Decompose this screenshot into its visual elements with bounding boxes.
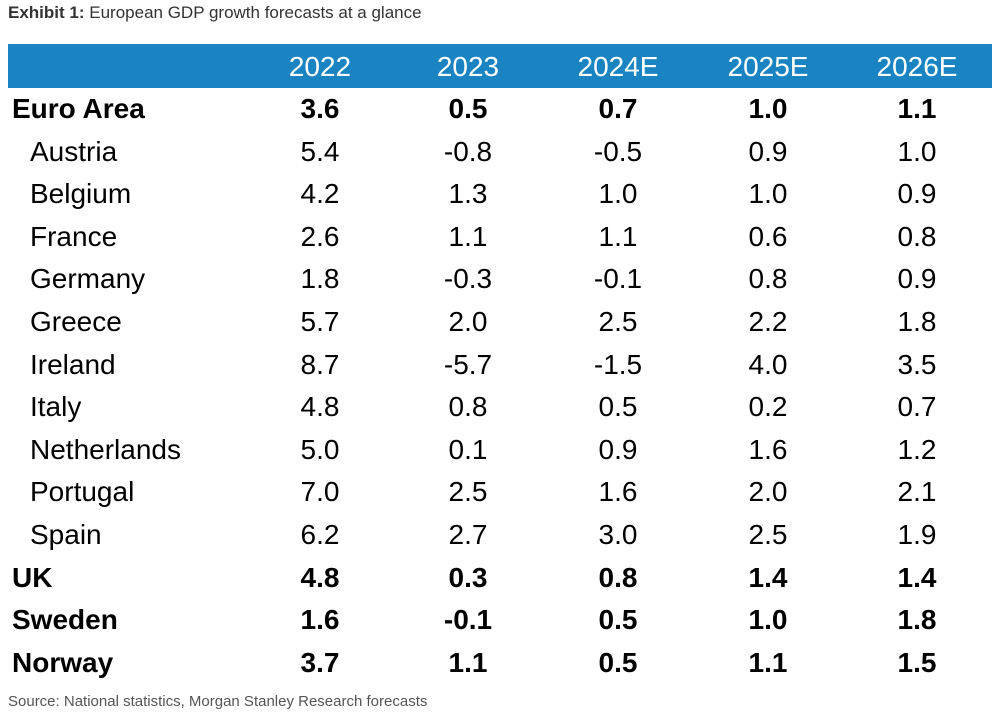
row-label-greece: Greece [30, 306, 122, 337]
row-label-norway: Norway [12, 646, 114, 678]
cell-euro-area-2026e: 1.1 [897, 93, 937, 124]
cell-germany-2025e: 0.8 [748, 263, 788, 295]
cell-uk-2022: 4.8 [300, 561, 340, 593]
column-header-2025e: 2025E [727, 51, 809, 82]
cell-portugal-2023: 2.5 [448, 476, 488, 508]
cell-ireland-2023: -5.7 [443, 348, 493, 380]
cell-austria-2025e: 0.9 [748, 135, 788, 167]
cell-sweden-2024e: 0.5 [598, 604, 638, 636]
cell-germany-2022: 1.8 [300, 263, 340, 295]
cell-spain-2022: 6.2 [300, 519, 340, 550]
cell-italy-2026e: 0.7 [897, 391, 937, 423]
cell-italy-2023: 0.8 [448, 391, 488, 423]
cell-ireland-2022: 8.7 [300, 348, 340, 380]
cell-ireland-2025e: 4.0 [748, 348, 788, 380]
cell-germany-2026e: 0.9 [897, 263, 937, 295]
cell-france-2026e: 0.8 [897, 220, 937, 252]
cell-greece-2023: 2.0 [448, 306, 488, 337]
cell-norway-2023: 1.1 [448, 646, 488, 678]
cell-uk-2023: 0.3 [448, 561, 488, 593]
row-label-spain: Spain [30, 519, 102, 550]
cell-austria-2022: 5.4 [300, 135, 340, 167]
table-header-bar [8, 44, 992, 88]
cell-uk-2026e: 1.4 [897, 561, 937, 593]
cell-france-2024e: 1.1 [598, 220, 638, 252]
column-header-2024e: 2024E [577, 51, 659, 82]
cell-netherlands-2022: 5.0 [300, 433, 340, 465]
cell-ireland-2026e: 3.5 [897, 348, 937, 380]
cell-germany-2023: -0.3 [443, 263, 493, 295]
cell-italy-2022: 4.8 [300, 391, 340, 423]
cell-france-2023: 1.1 [448, 220, 488, 252]
column-header-2026e: 2026E [876, 51, 958, 82]
cell-austria-2024e: -0.5 [593, 135, 643, 167]
cell-spain-2025e: 2.5 [748, 519, 788, 550]
cell-france-2022: 2.6 [300, 220, 340, 252]
cell-portugal-2022: 7.0 [300, 476, 340, 508]
cell-euro-area-2024e: 0.7 [598, 93, 638, 124]
row-label-uk: UK [12, 561, 53, 593]
cell-euro-area-2023: 0.5 [448, 93, 488, 124]
exhibit-prefix: Exhibit 1: [8, 3, 85, 22]
cell-greece-2025e: 2.2 [748, 306, 788, 337]
cell-euro-area-2022: 3.6 [300, 93, 340, 124]
cell-austria-2026e: 1.0 [897, 135, 937, 167]
cell-norway-2026e: 1.5 [897, 646, 937, 678]
row-label-belgium: Belgium [30, 178, 132, 210]
cell-sweden-2026e: 1.8 [897, 604, 937, 636]
cell-austria-2023: -0.8 [443, 135, 493, 167]
cell-ireland-2024e: -1.5 [593, 348, 643, 380]
cell-norway-2024e: 0.5 [598, 646, 638, 678]
cell-uk-2025e: 1.4 [748, 561, 788, 593]
cell-greece-2022: 5.7 [300, 306, 340, 337]
row-label-germany: Germany [30, 263, 146, 295]
column-header-2023: 2023 [436, 51, 500, 82]
row-label-sweden: Sweden [12, 604, 118, 636]
cell-portugal-2025e: 2.0 [748, 476, 788, 508]
row-label-netherlands: Netherlands [30, 433, 181, 465]
cell-uk-2024e: 0.8 [598, 561, 638, 593]
exhibit-title: Exhibit 1: European GDP growth forecasts… [8, 2, 422, 24]
row-label-france: France [30, 220, 118, 252]
cell-belgium-2026e: 0.9 [897, 178, 937, 210]
cell-belgium-2023: 1.3 [448, 178, 488, 210]
cell-portugal-2024e: 1.6 [598, 476, 638, 508]
cell-italy-2025e: 0.2 [748, 391, 788, 423]
cell-sweden-2025e: 1.0 [748, 604, 788, 636]
cell-belgium-2022: 4.2 [300, 178, 340, 210]
cell-spain-2024e: 3.0 [598, 519, 638, 550]
cell-greece-2024e: 2.5 [598, 306, 638, 337]
cell-spain-2026e: 1.9 [897, 519, 937, 550]
cell-euro-area-2025e: 1.0 [748, 93, 788, 124]
cell-portugal-2026e: 2.1 [897, 476, 937, 508]
source-note: Source: National statistics, Morgan Stan… [8, 693, 428, 710]
cell-belgium-2025e: 1.0 [748, 178, 788, 210]
row-label-austria: Austria [30, 135, 118, 167]
cell-netherlands-2026e: 1.2 [897, 433, 937, 465]
cell-norway-2022: 3.7 [300, 646, 340, 678]
row-label-euro-area: Euro Area [12, 93, 145, 124]
row-label-italy: Italy [30, 391, 82, 423]
cell-netherlands-2025e: 1.6 [748, 433, 788, 465]
cell-sweden-2023: -0.1 [443, 604, 493, 636]
cell-spain-2023: 2.7 [448, 519, 488, 550]
column-header-2022: 2022 [288, 51, 352, 82]
cell-norway-2025e: 1.1 [748, 646, 788, 678]
cell-france-2025e: 0.6 [748, 220, 788, 252]
cell-italy-2024e: 0.5 [598, 391, 638, 423]
exhibit-title-text: European GDP growth forecasts at a glanc… [89, 3, 422, 22]
cell-netherlands-2023: 0.1 [448, 433, 488, 465]
cell-netherlands-2024e: 0.9 [598, 433, 638, 465]
cell-germany-2024e: -0.1 [593, 263, 643, 295]
cell-belgium-2024e: 1.0 [598, 178, 638, 210]
cell-greece-2026e: 1.8 [897, 306, 937, 337]
row-label-portugal: Portugal [30, 476, 135, 508]
cell-sweden-2022: 1.6 [300, 604, 340, 636]
row-label-ireland: Ireland [30, 348, 116, 380]
